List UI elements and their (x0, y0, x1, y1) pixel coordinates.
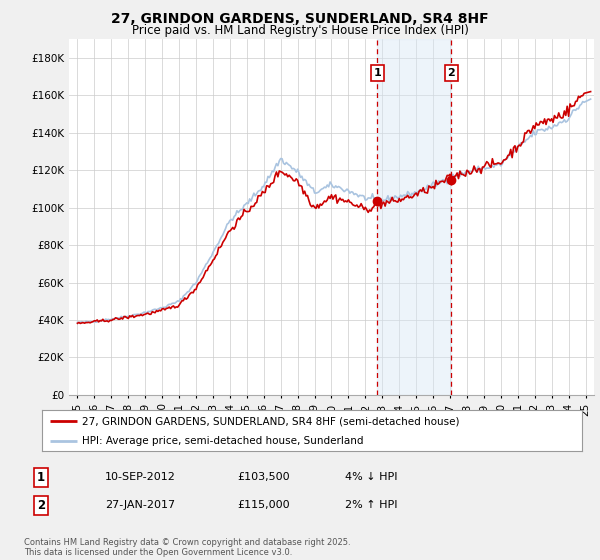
Text: 2% ↑ HPI: 2% ↑ HPI (345, 500, 398, 510)
Text: HPI: Average price, semi-detached house, Sunderland: HPI: Average price, semi-detached house,… (83, 436, 364, 446)
Text: 4% ↓ HPI: 4% ↓ HPI (345, 472, 398, 482)
Text: 2: 2 (37, 498, 45, 512)
Text: 27-JAN-2017: 27-JAN-2017 (105, 500, 175, 510)
Text: 1: 1 (373, 68, 381, 78)
Text: £115,000: £115,000 (237, 500, 290, 510)
Text: 27, GRINDON GARDENS, SUNDERLAND, SR4 8HF: 27, GRINDON GARDENS, SUNDERLAND, SR4 8HF (111, 12, 489, 26)
Text: 10-SEP-2012: 10-SEP-2012 (105, 472, 176, 482)
Bar (377, 39, 451, 395)
Text: 1: 1 (37, 470, 45, 484)
Text: Contains HM Land Registry data © Crown copyright and database right 2025.
This d: Contains HM Land Registry data © Crown c… (24, 538, 350, 557)
Text: £103,500: £103,500 (237, 472, 290, 482)
Text: 27, GRINDON GARDENS, SUNDERLAND, SR4 8HF (semi-detached house): 27, GRINDON GARDENS, SUNDERLAND, SR4 8HF… (83, 417, 460, 426)
Text: 2: 2 (448, 68, 455, 78)
Text: Price paid vs. HM Land Registry's House Price Index (HPI): Price paid vs. HM Land Registry's House … (131, 24, 469, 36)
